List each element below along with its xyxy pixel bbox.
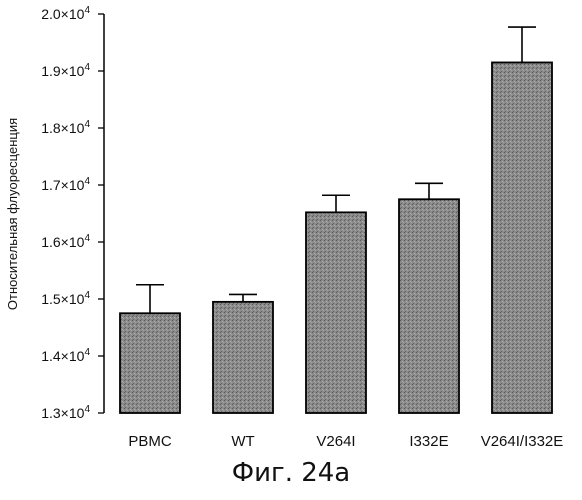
y-tick-label: 1.7×104 bbox=[41, 176, 90, 193]
y-tick-label: 1.3×104 bbox=[41, 404, 90, 421]
bar bbox=[399, 199, 459, 413]
figure-caption: Фиг. 24a bbox=[0, 458, 582, 488]
x-tick-label: I332E bbox=[409, 433, 448, 450]
bar bbox=[492, 62, 552, 413]
x-tick-label: V264I bbox=[316, 433, 355, 450]
y-tick-label: 1.9×104 bbox=[41, 62, 90, 79]
y-tick-label: 1.5×104 bbox=[41, 290, 90, 307]
y-tick-label: 2.0×104 bbox=[41, 5, 90, 22]
y-tick-label: 1.4×104 bbox=[41, 347, 90, 364]
bar bbox=[213, 302, 273, 413]
x-axis-labels: PBMC WT V264I I332E V264I/I332E bbox=[128, 433, 563, 450]
bar bbox=[306, 212, 366, 413]
x-tick-label: WT bbox=[231, 433, 254, 450]
bars-group bbox=[120, 27, 552, 413]
y-tick-label: 1.6×104 bbox=[41, 233, 90, 250]
y-tick-label: 1.8×104 bbox=[41, 119, 90, 136]
x-tick-label: PBMC bbox=[128, 433, 172, 450]
bar bbox=[120, 313, 180, 413]
y-axis-label: Относительная флуоресценция bbox=[5, 118, 20, 310]
y-axis: 1.3×104 1.4×104 1.5×104 1.6×104 1.7×104 1.8×1… bbox=[41, 5, 104, 421]
x-tick-label: V264I/I332E bbox=[481, 433, 564, 450]
bar-chart: 1.3×104 1.4×104 1.5×104 1.6×104 1.7×104 1.8×1… bbox=[0, 0, 582, 460]
